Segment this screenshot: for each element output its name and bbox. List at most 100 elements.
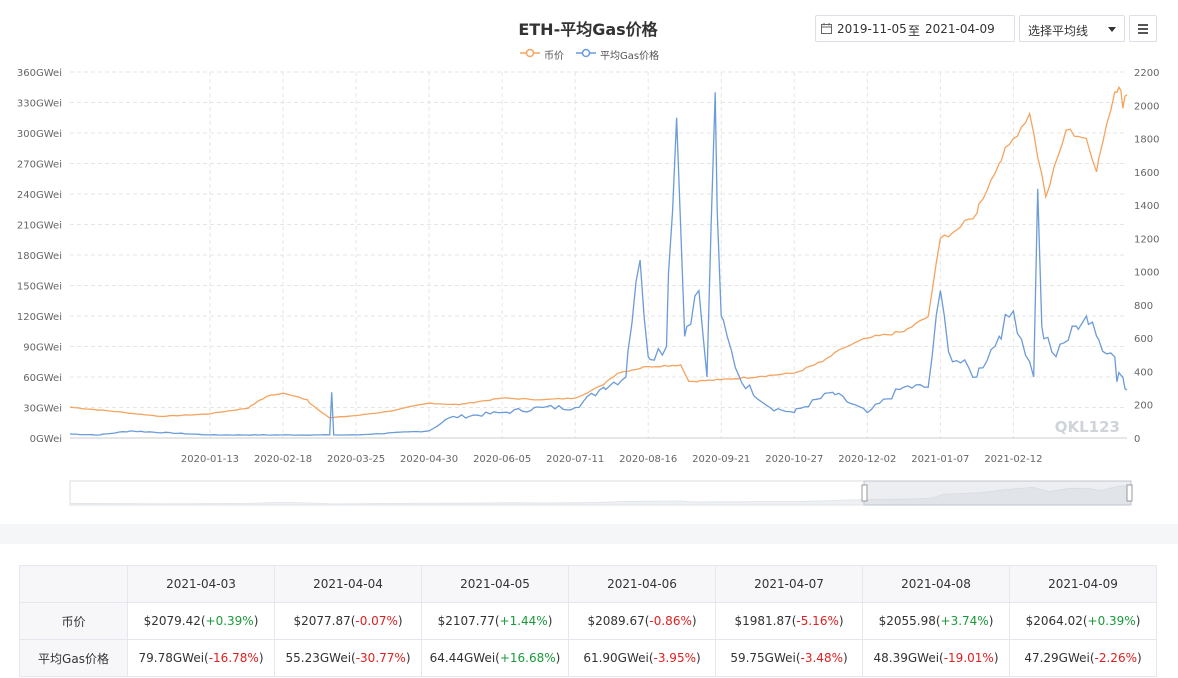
y-left-tick-label: 150GWei	[17, 282, 62, 293]
chart-title: ETH-平均Gas价格	[518, 20, 658, 39]
cell-value: 61.90GWei(	[583, 651, 654, 665]
moving-average-select[interactable]: 选择平均线	[1019, 15, 1125, 42]
table-cell: 55.23GWei(-30.77%)	[274, 639, 422, 677]
cell-value: 64.44GWei(	[429, 651, 500, 665]
table-cell: 59.75GWei(-3.48%)	[715, 639, 863, 677]
zoom-handle[interactable]	[861, 484, 868, 502]
cell-change: -2.26%	[1094, 651, 1137, 665]
table-cell: 64.44GWei(+16.68%)	[421, 639, 569, 677]
cell-value: 48.39GWei(	[873, 651, 944, 665]
y-right-tick-label: 1000	[1134, 268, 1159, 279]
y-right-tick-label: 400	[1134, 367, 1153, 378]
chart-panel: ETH-平均Gas价格 2019-11-05 至 2021-04-09 选择平均…	[16, 15, 1160, 506]
y-right-tick-label: 0	[1134, 434, 1140, 445]
date-range-picker[interactable]: 2019-11-05 至 2021-04-09	[815, 15, 1015, 42]
series-line-gas	[69, 92, 1128, 436]
x-tick-label: 2020-02-18	[254, 454, 312, 465]
y-right-tick-label: 2200	[1134, 68, 1159, 79]
y-left-tick-label: 90GWei	[23, 343, 62, 354]
cell-change: -16.78%	[208, 651, 259, 665]
y-left-tick-label: 300GWei	[17, 129, 62, 140]
cell-change: -0.07%	[355, 614, 398, 628]
daily-data-table: 2021-04-03 2021-04-04 2021-04-05 2021-04-06…	[19, 565, 1157, 677]
cell-change: +1.44%	[499, 614, 548, 628]
y-left-tick-label: 270GWei	[17, 160, 62, 171]
cell-change: -19.01%	[943, 651, 994, 665]
zoom-selected-window	[863, 480, 1132, 506]
chart-svg: 0GWei 30GWei 60GWei 90GWei 120GWei 150GWei 180…	[17, 68, 1160, 506]
table-date-header: 2021-04-08	[862, 565, 1010, 603]
menu-icon-bar	[1138, 28, 1148, 30]
table-cell: $2089.67(-0.86%)	[568, 602, 716, 640]
table-date-header: 2021-04-05	[421, 565, 569, 603]
legend-gas-label: 平均Gas价格	[600, 51, 660, 62]
series-line-price	[69, 85, 1128, 419]
y-right-tick-label: 1800	[1134, 135, 1159, 146]
legend-gas-marker	[576, 48, 596, 58]
table-row-label: 币价	[19, 602, 128, 640]
x-tick-label: 2020-12-02	[838, 454, 896, 465]
y-right-tick-label: 1600	[1134, 168, 1159, 179]
y-left-tick-label: 30GWei	[23, 404, 62, 415]
series-layer	[69, 85, 1128, 436]
y-right-tick-label: 800	[1134, 301, 1153, 312]
table-date-header: 2021-04-04	[274, 565, 422, 603]
moving-average-select-label: 选择平均线	[1028, 24, 1089, 38]
date-end-input[interactable]: 2021-04-09	[925, 22, 995, 36]
x-tick-label: 2020-04-30	[400, 454, 458, 465]
y-left-tick-label: 240GWei	[17, 190, 62, 201]
table-cell: $2055.98(+3.74%)	[862, 602, 1010, 640]
table-date-header: 2021-04-09	[1009, 565, 1157, 603]
chart-menu-button[interactable]	[1129, 15, 1157, 42]
menu-icon-bar	[1138, 32, 1148, 34]
y-left-tick-label: 120GWei	[17, 312, 62, 323]
table-cell: 48.39GWei(-19.01%)	[862, 639, 1010, 677]
cell-change: +3.74%	[940, 614, 989, 628]
menu-icon-bar	[1138, 24, 1148, 26]
y-left-tick-label: 180GWei	[17, 251, 62, 262]
y-right-tick-label: 600	[1134, 334, 1153, 345]
cell-value: 55.23GWei(	[285, 651, 356, 665]
calendar-icon	[821, 23, 832, 34]
legend-price-marker	[520, 48, 540, 58]
table-row-label: 平均Gas价格	[19, 639, 128, 677]
section-divider	[0, 524, 1178, 544]
cell-change: +0.39%	[1087, 614, 1136, 628]
axis-layer: 0GWei 30GWei 60GWei 90GWei 120GWei 150GWei 180…	[17, 68, 1160, 465]
cell-value: 59.75GWei(	[730, 651, 801, 665]
table-row: 币价 $2079.42(+0.39%) $2077.87(-0.07%) $2107.…	[19, 602, 1157, 640]
cell-value: 47.29GWei(	[1024, 651, 1095, 665]
cell-value: $2055.98(	[878, 614, 941, 628]
zoom-slider[interactable]	[69, 480, 1133, 506]
y-right-tick-label: 1400	[1134, 201, 1159, 212]
table-cell: 61.90GWei(-3.95%)	[568, 639, 716, 677]
date-separator: 至	[908, 24, 921, 38]
zoom-handle[interactable]	[1126, 484, 1133, 502]
legend-price-label: 币价	[544, 51, 564, 62]
cell-change: -3.48%	[800, 651, 843, 665]
cell-change: +0.39%	[205, 614, 254, 628]
y-left-tick-label: 330GWei	[17, 99, 62, 110]
cell-value: $2077.87(	[293, 614, 356, 628]
table-date-header: 2021-04-07	[715, 565, 863, 603]
y-left-tick-label: 360GWei	[17, 68, 62, 79]
table-cell: 79.78GWei(-16.78%)	[127, 639, 275, 677]
table-cell: $2077.87(-0.07%)	[274, 602, 422, 640]
x-tick-label: 2020-07-11	[546, 454, 604, 465]
chevron-down-icon	[1108, 27, 1116, 32]
cell-value: 79.78GWei(	[138, 651, 209, 665]
cell-value: $2064.02(	[1025, 614, 1088, 628]
x-tick-label: 2020-03-25	[327, 454, 385, 465]
table-cell: $2064.02(+0.39%)	[1009, 602, 1157, 640]
x-tick-label: 2020-08-16	[619, 454, 677, 465]
x-tick-label: 2020-06-05	[473, 454, 531, 465]
x-tick-label: 2021-02-12	[984, 454, 1042, 465]
cell-change: -5.16%	[796, 614, 839, 628]
table-row: 平均Gas价格 79.78GWei(-16.78%) 55.23GWei(-30.7…	[19, 639, 1157, 677]
table-cell: $2107.77(+1.44%)	[421, 602, 569, 640]
x-tick-label: 2020-01-13	[181, 454, 239, 465]
date-start-input[interactable]: 2019-11-05	[837, 22, 907, 36]
y-right-tick-label: 2000	[1134, 101, 1159, 112]
cell-change: +16.68%	[499, 651, 556, 665]
watermark-logo: QKL123	[1055, 418, 1120, 436]
